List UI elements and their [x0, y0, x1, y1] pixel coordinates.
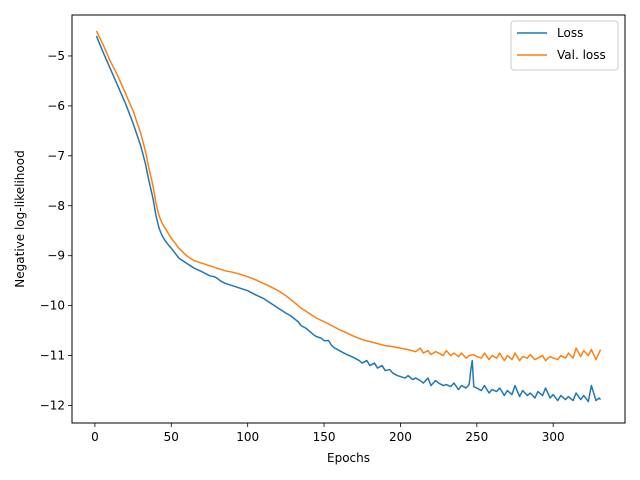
y-tick-label: −6: [47, 99, 65, 113]
series-line-loss: [95, 35, 602, 403]
y-tick-label: −9: [47, 249, 65, 263]
x-tick-label: 300: [542, 430, 565, 444]
y-tick-label: −11: [40, 349, 65, 363]
x-axis-label: Epochs: [327, 451, 370, 465]
legend-label-val-loss: Val. loss: [557, 48, 606, 62]
x-tick-label: 50: [164, 430, 179, 444]
x-tick-label: 250: [465, 430, 488, 444]
plot-lines: [95, 30, 602, 403]
y-tick-label: −7: [47, 149, 65, 163]
plot-frame: [71, 14, 626, 424]
y-tick-label: −5: [47, 49, 65, 63]
x-tick-label: 100: [236, 430, 259, 444]
y-axis-ticks: −12 −11 −10 −9 −8 −7 −6 −5: [40, 49, 72, 413]
y-tick-label: −10: [40, 299, 65, 313]
series-line-val-loss: [95, 30, 602, 362]
x-axis-ticks: 0 50 100 150 200 250 300: [91, 423, 565, 444]
x-tick-label: 150: [313, 430, 336, 444]
y-tick-label: −12: [40, 399, 65, 413]
y-tick-label: −8: [47, 199, 65, 213]
x-tick-label: 200: [389, 430, 412, 444]
legend-label-loss: Loss: [557, 26, 583, 40]
x-tick-label: 0: [91, 430, 99, 444]
legend: Loss Val. loss: [510, 20, 619, 71]
y-axis-label: Negative log-likelihood: [13, 150, 27, 287]
